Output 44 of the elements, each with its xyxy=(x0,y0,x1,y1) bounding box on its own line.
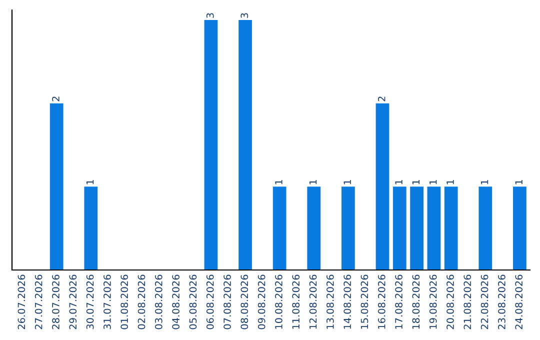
x-tick-label: 16.08.2026 xyxy=(378,274,386,329)
x-tick-label: 13.08.2026 xyxy=(326,274,334,329)
x-tick-label: 06.08.2026 xyxy=(206,274,214,330)
x-tick-label: 12.08.2026 xyxy=(309,274,317,329)
data-label: 3 xyxy=(206,13,214,18)
x-tick-label: 30.07.2026 xyxy=(86,274,94,330)
data-label: 1 xyxy=(430,180,437,184)
x-tick-label: 05.08.2026 xyxy=(189,274,197,330)
x-tick-label: 28.07.2026 xyxy=(52,274,60,330)
x-tick-label: 31.07.2026 xyxy=(104,274,111,330)
data-label: 2 xyxy=(52,96,60,102)
x-tick-label: 07.08.2026 xyxy=(224,274,231,330)
data-label: 1 xyxy=(412,180,420,184)
x-tick-label: 03.08.2026 xyxy=(154,274,162,330)
x-tick-label: 21.08.2026 xyxy=(464,274,472,330)
x-tick-label: 19.08.2026 xyxy=(429,274,437,329)
data-label: 3 xyxy=(240,13,248,18)
data-label: 1 xyxy=(395,180,402,184)
data-label: 1 xyxy=(446,180,454,184)
x-tick-label: 18.08.2026 xyxy=(412,274,420,329)
x-tick-label: 14.08.2026 xyxy=(344,274,352,329)
x-tick-label: 24.08.2026 xyxy=(515,274,523,330)
data-label: 1 xyxy=(481,180,488,184)
x-tick-label: 04.08.2026 xyxy=(172,274,180,330)
x-tick-label: 27.07.2026 xyxy=(34,274,42,330)
x-tick-label: 26.07.2026 xyxy=(18,274,26,330)
x-tick-label: 11.08.2026 xyxy=(292,274,300,329)
data-label: 1 xyxy=(344,180,351,184)
x-tick-label: 22.08.2026 xyxy=(480,274,488,330)
x-tick-label: 20.08.2026 xyxy=(446,274,454,330)
x-tick-label: 10.08.2026 xyxy=(275,274,282,329)
data-label: 1 xyxy=(275,180,282,184)
data-label: 2 xyxy=(378,96,386,102)
data-label: 1 xyxy=(86,180,94,184)
x-tick-label: 15.08.2026 xyxy=(360,274,368,329)
x-tick-label: 29.07.2026 xyxy=(69,274,77,330)
x-tick-label: 08.08.2026 xyxy=(240,274,248,330)
x-tick-label: 17.08.2026 xyxy=(395,274,402,329)
data-label: 1 xyxy=(515,180,522,184)
x-tick-label: 23.08.2026 xyxy=(498,274,506,330)
x-tick-label: 09.08.2026 xyxy=(258,274,266,330)
data-label: 1 xyxy=(309,180,317,184)
x-tick-label: 02.08.2026 xyxy=(138,274,146,330)
x-tick-label: 01.08.2026 xyxy=(120,274,128,330)
